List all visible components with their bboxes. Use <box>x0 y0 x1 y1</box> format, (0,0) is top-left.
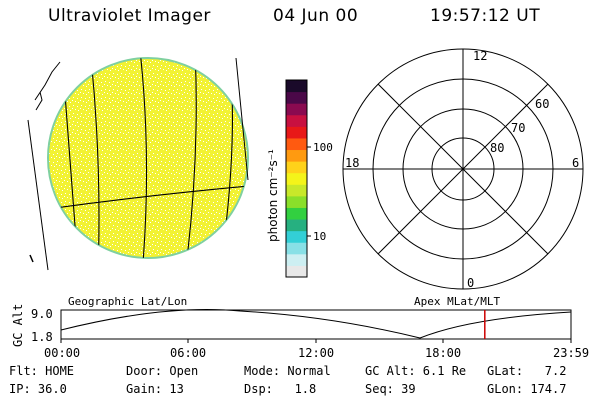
coastline-fragment <box>35 91 43 111</box>
color-bar-frame <box>285 79 308 278</box>
status-mode: Mode: Normal <box>244 364 331 378</box>
date-label: 04 Jun 00 <box>273 6 359 26</box>
color-bar <box>286 80 307 278</box>
color-bar-segment <box>286 149 307 162</box>
color-bar-segment <box>286 253 307 266</box>
polar-label-mlt-0: 0 <box>467 276 474 290</box>
color-bar-segment <box>286 230 307 243</box>
status-door: Door: Open <box>126 364 199 378</box>
altitude-curve <box>60 309 572 339</box>
polar-label-lat-60: 60 <box>535 97 549 111</box>
grid-line-outside <box>235 57 249 181</box>
coastline-fragment <box>29 254 34 263</box>
status-seq: Seq: 39 <box>365 382 416 396</box>
color-bar-segment <box>286 80 307 93</box>
timeline-xtick-labels: 00:00 06:00 12:00 18:00 23:59 <box>44 346 589 360</box>
timeline-ylabel: GC Alt <box>11 304 25 347</box>
color-bar-segment <box>286 161 307 174</box>
polar-label-lat-80: 80 <box>490 141 504 155</box>
timeline-left-title: Geographic Lat/Lon <box>68 295 187 308</box>
instrument-title: Ultraviolet Imager <box>48 6 211 26</box>
color-bar-segment <box>286 184 307 197</box>
status-flt: Flt: HOME <box>9 364 75 378</box>
timeline-xticks <box>60 339 572 343</box>
polar-label-mlt-12: 12 <box>473 49 487 63</box>
status-glon: GLon: 174.7 <box>487 382 567 396</box>
color-bar-segment <box>286 195 307 208</box>
earth-disk <box>27 57 249 271</box>
color-bar-segment <box>286 114 307 127</box>
color-bar-segment <box>286 137 307 151</box>
grid-line-outside <box>27 119 49 271</box>
status-gc-alt: GC Alt: 6.1 Re <box>365 364 467 378</box>
timeline-right-title: Apex MLat/MLT <box>414 295 500 308</box>
colorbar-label-100: 100 <box>313 141 333 154</box>
polar-label-lat-70: 70 <box>511 121 525 135</box>
color-bar-segment <box>286 207 307 220</box>
xtick-2359: 23:59 <box>553 346 589 360</box>
color-bar-segment <box>286 91 307 104</box>
colorbar-label-10: 10 <box>313 230 326 243</box>
coastline-fragment <box>34 61 61 101</box>
color-bar-segment <box>286 126 307 139</box>
colorbar-unit-label: photon cm⁻²s⁻¹ <box>266 149 280 242</box>
timeline-ytick-top: 9.0 <box>31 307 53 321</box>
xtick-1800: 18:00 <box>425 346 461 360</box>
status-ip: IP: 36.0 <box>9 382 67 396</box>
status-gain: Gain: 13 <box>126 382 184 396</box>
color-bar-segment <box>286 242 307 255</box>
status-dsp: Dsp: 1.8 <box>244 382 317 396</box>
polar-label-mlt-6: 6 <box>572 156 579 170</box>
polar-labels: 12 18 6 0 60 70 80 <box>345 49 579 290</box>
color-bar-segment <box>286 172 307 185</box>
xtick-0000: 00:00 <box>44 346 80 360</box>
timeline-ytick-bottom: 1.8 <box>31 330 53 344</box>
color-bar-segment <box>286 265 307 278</box>
polar-diagonal <box>377 83 549 255</box>
time-label: 19:57:12 UT <box>430 6 541 26</box>
status-glat: GLat: 7.2 <box>487 364 567 378</box>
header: Ultraviolet Imager 04 Jun 00 19:57:12 UT <box>0 6 600 32</box>
xtick-0600: 06:00 <box>170 346 206 360</box>
color-bar-segment <box>286 103 307 116</box>
polar-plot <box>342 48 584 290</box>
color-bar-segment <box>286 219 307 232</box>
xtick-1200: 12:00 <box>298 346 334 360</box>
polar-label-mlt-18: 18 <box>345 156 359 170</box>
